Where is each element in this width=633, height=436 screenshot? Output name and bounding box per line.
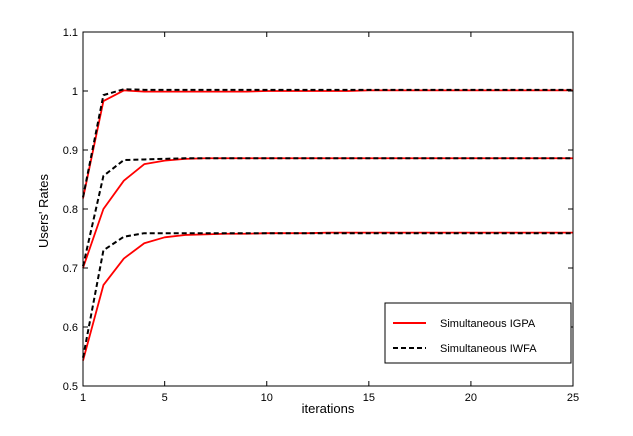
legend-label-iwfa: Simultaneous IWFA <box>440 343 537 355</box>
y-tick-label: 1 <box>72 86 78 98</box>
x-tick-label: 15 <box>363 392 375 404</box>
x-tick-label: 20 <box>465 392 477 404</box>
y-tick-label: 0.8 <box>63 204 78 216</box>
x-tick-label: 25 <box>567 392 579 404</box>
series-line-6 <box>82 232 573 358</box>
ticks-layer: 1 5 10 15 20 250.50.60.70.80.911.1 <box>63 27 579 404</box>
legend-label-igpa: Simultaneous IGPA <box>440 318 536 330</box>
y-tick-label: 0.5 <box>63 381 78 393</box>
legend-box <box>384 302 572 364</box>
y-axis-label: Users' Rates <box>36 174 51 249</box>
series-layer <box>82 88 573 361</box>
y-tick-label: 1.1 <box>63 27 78 39</box>
series-line-4 <box>82 157 573 267</box>
series-line-2 <box>82 88 573 198</box>
y-tick-label: 0.6 <box>63 322 78 334</box>
y-tick-label: 0.7 <box>63 263 78 275</box>
x-tick-label: 1 <box>80 392 86 404</box>
x-axis-label: iterations <box>302 401 355 416</box>
y-tick-label: 0.9 <box>63 145 78 157</box>
x-tick-label: 10 <box>261 392 273 404</box>
legend: Simultaneous IGPA Simultaneous IWFA <box>384 302 572 364</box>
x-tick-label: 5 <box>162 392 168 404</box>
